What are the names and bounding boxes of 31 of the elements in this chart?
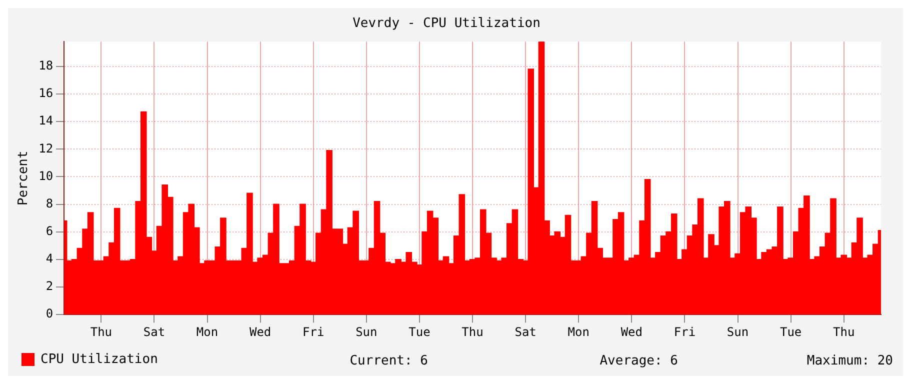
- x-tick-label: Wed: [249, 324, 272, 339]
- text: Maximum: 20: [806, 353, 893, 368]
- x-tick-label: Sun: [356, 324, 378, 339]
- x-tick-label: Tue: [780, 324, 802, 339]
- x-tick-label: Sat: [143, 324, 166, 339]
- y-tick-label: 16: [38, 86, 54, 100]
- y-tick-label: 4: [46, 252, 54, 266]
- x-tick-label: Mon: [196, 324, 218, 339]
- y-tick-label: 2: [46, 279, 54, 294]
- legend-label: CPU Utilization: [40, 352, 158, 367]
- text: Average: 6: [600, 353, 678, 368]
- x-tick-label: Sat: [514, 324, 536, 339]
- y-tick-label: 18: [38, 58, 54, 73]
- text: Current: 6: [350, 353, 428, 368]
- x-tick-label: Wed: [620, 324, 643, 339]
- y-axis-title: Percent: [16, 150, 32, 206]
- x-tick-label: Tue: [408, 324, 430, 339]
- y-tick-label: 12: [38, 141, 54, 156]
- y-tick-label: 14: [38, 114, 54, 128]
- x-tick-label: Fri: [302, 324, 324, 339]
- x-tick-label: Sun: [726, 324, 749, 339]
- y-tick-label: 10: [38, 168, 54, 183]
- x-tick-label: Thu: [833, 324, 855, 339]
- x-tick-label: Thu: [90, 324, 112, 339]
- x-tick-label: Mon: [568, 324, 590, 339]
- y-tick-label: 8: [46, 196, 54, 210]
- y-tick-label: 0: [46, 306, 54, 321]
- chart-title: Vevrdy - CPU Utilization: [352, 16, 540, 32]
- x-tick-label: Thu: [462, 324, 484, 339]
- x-tick-label: Fri: [674, 324, 696, 339]
- y-tick-label: 6: [46, 224, 54, 238]
